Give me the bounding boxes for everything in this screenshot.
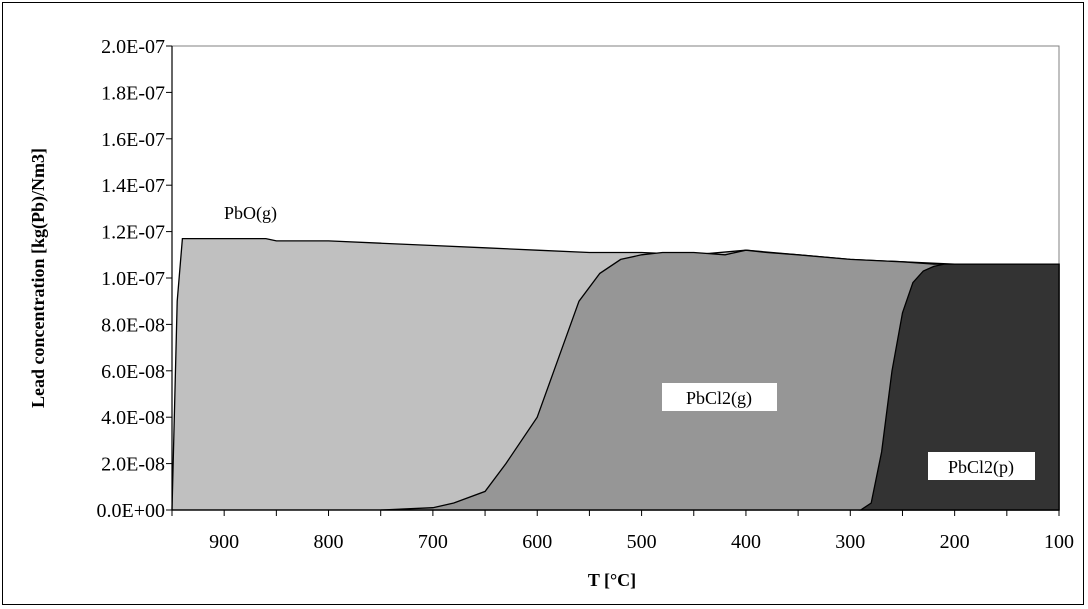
y-tick-label: 1.2E-07 xyxy=(101,222,165,244)
label-pbcl2-g: PbCl2(g) xyxy=(686,388,752,409)
y-axis-title: Lead concentration [kg(Pb)/Nm3] xyxy=(28,148,49,408)
x-tick-label: 800 xyxy=(314,531,344,553)
y-tick-label: 8.0E-08 xyxy=(101,314,165,336)
x-tick-label: 400 xyxy=(731,531,761,553)
x-tick-label: 500 xyxy=(627,531,657,553)
y-tick-label: 1.4E-07 xyxy=(101,175,165,197)
x-tick-group: 900 800 700 600 500 400 300 200 100 xyxy=(171,510,1074,553)
y-tick-label: 4.0E-08 xyxy=(101,407,165,429)
label-pbcl2-p: PbCl2(p) xyxy=(948,457,1014,478)
y-tick-label: 2.0E-07 xyxy=(101,36,165,58)
y-tick-label: 1.6E-07 xyxy=(101,129,165,151)
y-tick-label: 2.0E-08 xyxy=(101,454,165,476)
label-pbcl2-g-box xyxy=(662,383,777,411)
x-tick-label: 900 xyxy=(209,531,239,553)
label-pbcl2-p-box xyxy=(928,452,1035,480)
x-tick-label: 700 xyxy=(418,531,448,553)
label-pbo-g: PbO(g) xyxy=(224,203,277,224)
y-tick-label: 1.8E-07 xyxy=(101,82,165,104)
area-series-group xyxy=(171,237,1060,511)
x-tick-label: 100 xyxy=(1044,531,1074,553)
x-axis-title: T [°C] xyxy=(588,570,636,590)
y-tick-label: 0.0E+00 xyxy=(97,500,166,522)
y-tick-label: 6.0E-08 xyxy=(101,361,165,383)
x-tick-label: 600 xyxy=(522,531,552,553)
area-pbcl2-p xyxy=(858,263,1060,511)
y-tick-label: 1.0E-07 xyxy=(101,268,165,290)
x-tick-label: 300 xyxy=(835,531,865,553)
y-tick-group: 0.0E+00 2.0E-08 4.0E-08 6.0E-08 8.0E-08 1.0E-… xyxy=(97,36,172,522)
x-tick-label: 200 xyxy=(940,531,970,553)
